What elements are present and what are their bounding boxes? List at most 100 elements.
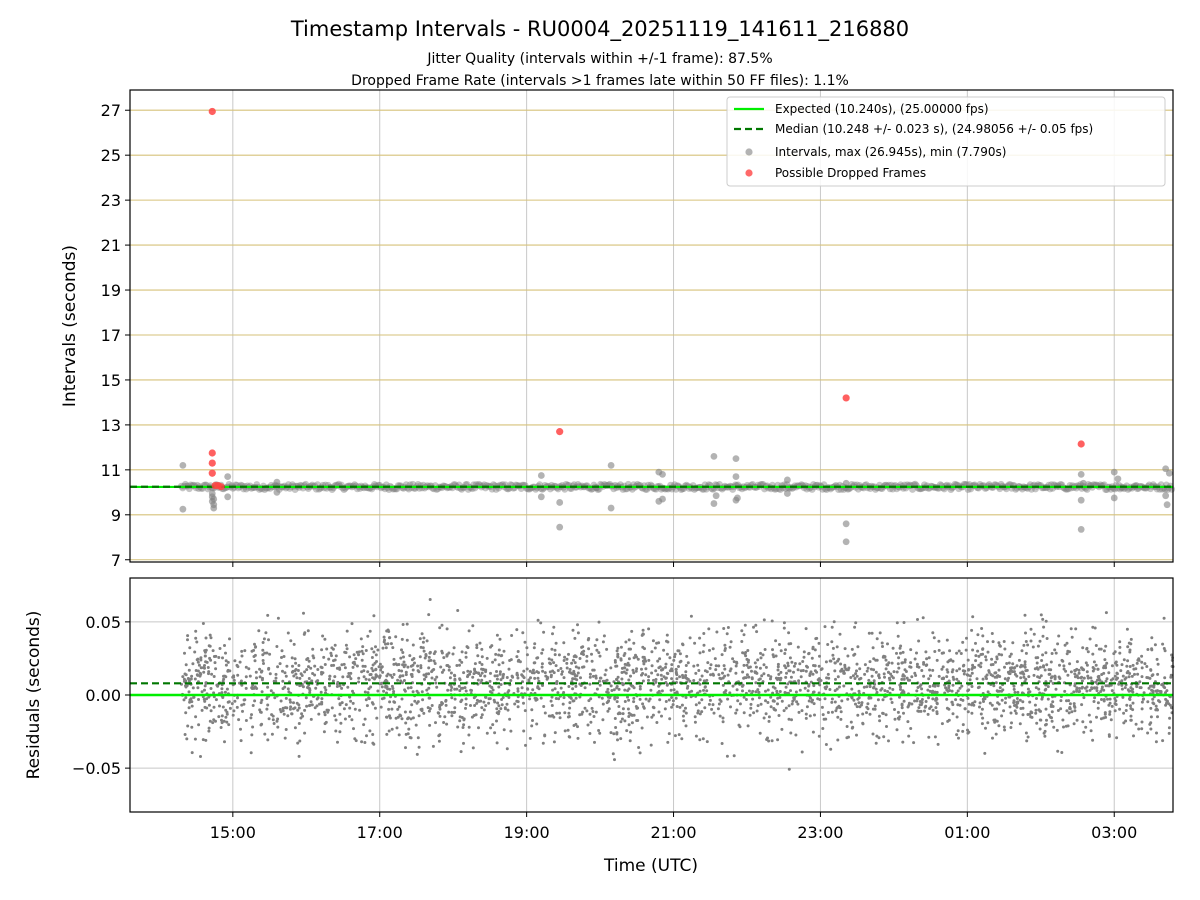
residual-point	[836, 675, 840, 679]
residual-point	[828, 688, 832, 691]
residual-point	[908, 665, 912, 669]
residual-point	[309, 666, 313, 670]
residual-point	[1129, 642, 1133, 646]
residual-point	[777, 714, 781, 717]
residual-point	[363, 690, 367, 694]
residual-point	[525, 667, 529, 671]
residual-point	[1002, 640, 1006, 643]
residual-point	[651, 639, 655, 643]
residual-point	[293, 657, 297, 661]
residual-point	[1093, 696, 1097, 700]
residual-point	[281, 687, 285, 691]
residual-point	[255, 676, 258, 680]
residual-point	[509, 729, 513, 733]
residual-point	[557, 653, 561, 657]
x-tick-label: 01:00	[944, 823, 990, 842]
residual-point	[1075, 718, 1079, 722]
residual-point	[732, 754, 736, 758]
residual-point	[918, 684, 922, 688]
residual-point	[802, 655, 806, 659]
residual-point	[904, 670, 908, 673]
residual-point	[703, 706, 707, 710]
residual-point	[458, 719, 462, 723]
residual-point	[439, 703, 443, 707]
residual-point	[292, 674, 296, 678]
residual-point	[381, 670, 385, 674]
residual-point	[300, 674, 304, 677]
residual-point	[409, 717, 413, 721]
residual-point	[1049, 715, 1052, 719]
residual-point	[909, 727, 913, 730]
residual-point	[995, 674, 999, 678]
residual-point	[884, 713, 888, 717]
residual-point	[823, 625, 827, 629]
residual-point	[338, 684, 342, 688]
residual-point	[204, 738, 208, 742]
residual-point	[627, 687, 631, 691]
residual-point	[620, 681, 624, 685]
residual-point	[1008, 655, 1012, 658]
residual-point	[813, 648, 817, 652]
residual-point	[1026, 713, 1030, 716]
residual-point	[711, 703, 715, 707]
residual-point	[319, 690, 323, 694]
residual-point	[855, 662, 859, 666]
residual-point	[430, 704, 434, 707]
residual-point	[418, 637, 422, 641]
residual-point	[869, 667, 873, 671]
residual-point	[609, 666, 613, 670]
residual-point	[1002, 725, 1006, 729]
residual-point	[900, 677, 904, 681]
residual-point	[456, 725, 460, 729]
residual-point	[320, 648, 324, 652]
residual-point	[846, 654, 850, 658]
residual-point	[995, 707, 999, 711]
residual-point	[680, 703, 684, 707]
residual-point	[476, 654, 480, 658]
residual-point	[364, 677, 368, 681]
residual-point	[406, 665, 410, 669]
residual-point	[956, 729, 960, 733]
residual-point	[213, 661, 217, 665]
residual-point	[833, 669, 837, 673]
residual-point	[790, 702, 794, 706]
residual-point	[343, 666, 347, 670]
residual-point	[798, 662, 802, 666]
residual-point	[927, 696, 930, 700]
residual-point	[815, 636, 819, 640]
residual-point	[1013, 690, 1017, 694]
residual-point	[182, 679, 186, 683]
residual-point	[445, 664, 449, 667]
residual-point	[442, 721, 446, 724]
residual-point	[649, 688, 653, 692]
residual-point	[1110, 689, 1114, 693]
residual-point	[460, 716, 464, 719]
residual-point	[628, 739, 632, 743]
residual-point	[1139, 686, 1143, 690]
residual-point	[1068, 662, 1072, 666]
residual-point	[200, 690, 204, 694]
residual-point	[1000, 689, 1004, 693]
residual-point	[795, 700, 799, 704]
residual-point	[549, 714, 553, 718]
residual-point	[945, 638, 949, 642]
residual-point	[986, 721, 990, 725]
residual-point	[1045, 718, 1048, 722]
residual-point	[1156, 715, 1159, 719]
residual-point	[1077, 668, 1081, 672]
residual-point	[766, 701, 770, 704]
residual-point	[1140, 720, 1144, 724]
residual-point	[905, 676, 909, 680]
residual-point	[825, 676, 829, 680]
residual-point	[417, 714, 421, 718]
residual-point	[721, 676, 725, 680]
residual-point	[263, 651, 267, 655]
residual-point	[567, 735, 571, 739]
residual-point	[700, 698, 704, 702]
residual-point	[1003, 701, 1007, 705]
residual-point	[1078, 687, 1081, 690]
residual-point	[627, 698, 631, 702]
residual-point	[400, 669, 404, 673]
residual-point	[945, 675, 949, 679]
residual-point	[1158, 700, 1162, 704]
